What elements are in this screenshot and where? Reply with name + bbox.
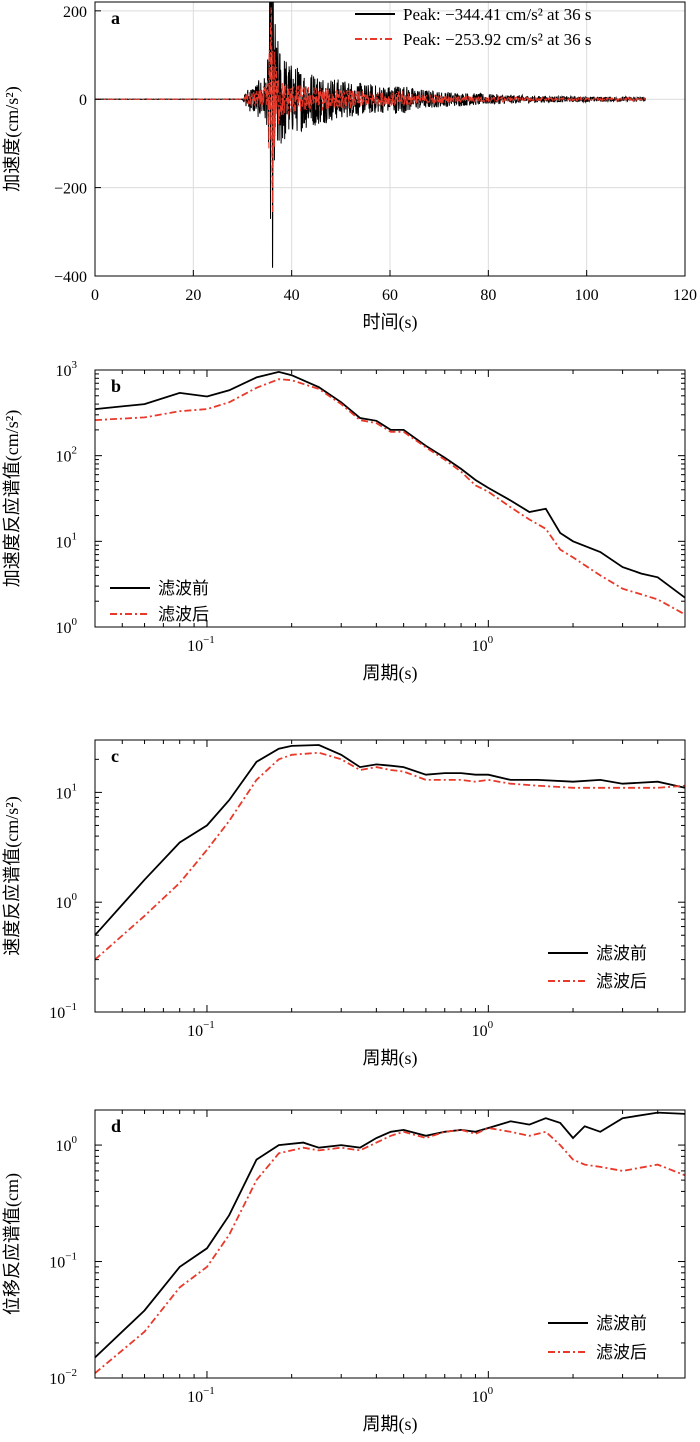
plot-area-b [95, 370, 685, 616]
x-tick-label: 100 [575, 287, 599, 304]
legend-label-before: 滤波前 [158, 579, 209, 598]
y-axis-label: 加速度(cm/s²) [2, 86, 23, 191]
panel-b: 10−1 100 100 101 102 103 周期(s) 加速度反应谱值(cm/s²) b 滤… [2, 359, 686, 684]
legend: Peak: −344.41 cm/s² at 36 s Peak: −253.92… [355, 5, 591, 49]
panel-letter: b [111, 376, 121, 396]
y-axis-label: 速度反应谱值(cm/s²) [2, 796, 23, 955]
y-tick-label: 10−1 [49, 1001, 77, 1022]
legend-label-after: 滤波后 [596, 1343, 647, 1362]
series-line-after [95, 378, 685, 616]
panel-c: 10−1 100 10−1 100 101 周期(s) 速度反应谱值(cm/s²) c 滤波前滤… [2, 739, 686, 1069]
axes-box [94, 1109, 686, 1379]
y-tick-label: 10−2 [49, 1367, 77, 1388]
x-tick-label: 20 [185, 287, 201, 304]
y-tick-label: 10−1 [49, 1251, 77, 1272]
axes-box [94, 739, 686, 1013]
plot-area-a [95, 2, 646, 268]
x-axis-label: 周期(s) [363, 1048, 418, 1069]
x-tick-label: 100 [472, 1385, 494, 1406]
plot-area-c [95, 744, 685, 961]
axes-box [94, 369, 686, 628]
plot-area-d [95, 1111, 685, 1374]
series-line-before [95, 744, 685, 936]
x-axis-label: 周期(s) [363, 1414, 418, 1435]
series-line-before [95, 370, 685, 599]
series-line-after [95, 751, 685, 961]
x-tick-label: 10−1 [187, 1385, 215, 1406]
x-tick-label: 80 [480, 287, 496, 304]
y-tick-label: 0 [79, 92, 87, 109]
y-tick-label: −200 [54, 181, 87, 198]
y-tick-label: −400 [54, 269, 87, 286]
series-line-before [95, 1111, 685, 1359]
legend-label-before: 滤波前 [596, 1314, 647, 1333]
x-axis-label: 时间(s) [363, 312, 418, 333]
panel-letter: d [111, 1116, 121, 1136]
y-tick-label: 101 [56, 781, 78, 802]
series-line-after [95, 1127, 685, 1374]
panel-letter: c [111, 746, 119, 766]
y-tick-label: 101 [56, 530, 78, 551]
y-tick-label: 103 [56, 359, 78, 380]
y-tick-label: 100 [56, 891, 78, 912]
y-axis-label: 加速度反应谱值(cm/s²) [2, 410, 23, 587]
x-tick-label: 40 [284, 287, 300, 304]
y-axis-label: 位移反应谱值(cm) [2, 1173, 23, 1315]
y-tick-label: 200 [63, 4, 87, 21]
y-tick-label: 100 [56, 616, 78, 637]
x-tick-label: 10−1 [187, 1019, 215, 1040]
legend-label-before: Peak: −344.41 cm/s² at 36 s [403, 5, 591, 24]
legend-label-before: 滤波前 [596, 944, 647, 963]
series-line-after [95, 7, 646, 212]
legend-label-after: Peak: −253.92 cm/s² at 36 s [403, 30, 591, 49]
x-axis-label: 周期(s) [363, 663, 418, 684]
y-tick-label: 102 [56, 445, 78, 466]
y-tick-label: 100 [56, 1134, 78, 1155]
panel-a: 0 20 40 60 80 100 120 −400 −200 0 200 时间(s) 加速度(cm/s… [2, 1, 697, 333]
x-tick-label: 0 [91, 287, 99, 304]
legend-label-after: 滤波后 [158, 605, 209, 624]
x-tick-label: 120 [673, 287, 697, 304]
x-tick-label: 100 [472, 634, 494, 655]
x-tick-label: 100 [472, 1019, 494, 1040]
x-tick-label: 10−1 [187, 634, 215, 655]
panel-letter: a [111, 8, 120, 28]
x-tick-label: 60 [382, 287, 398, 304]
legend-label-after: 滤波后 [596, 972, 647, 991]
